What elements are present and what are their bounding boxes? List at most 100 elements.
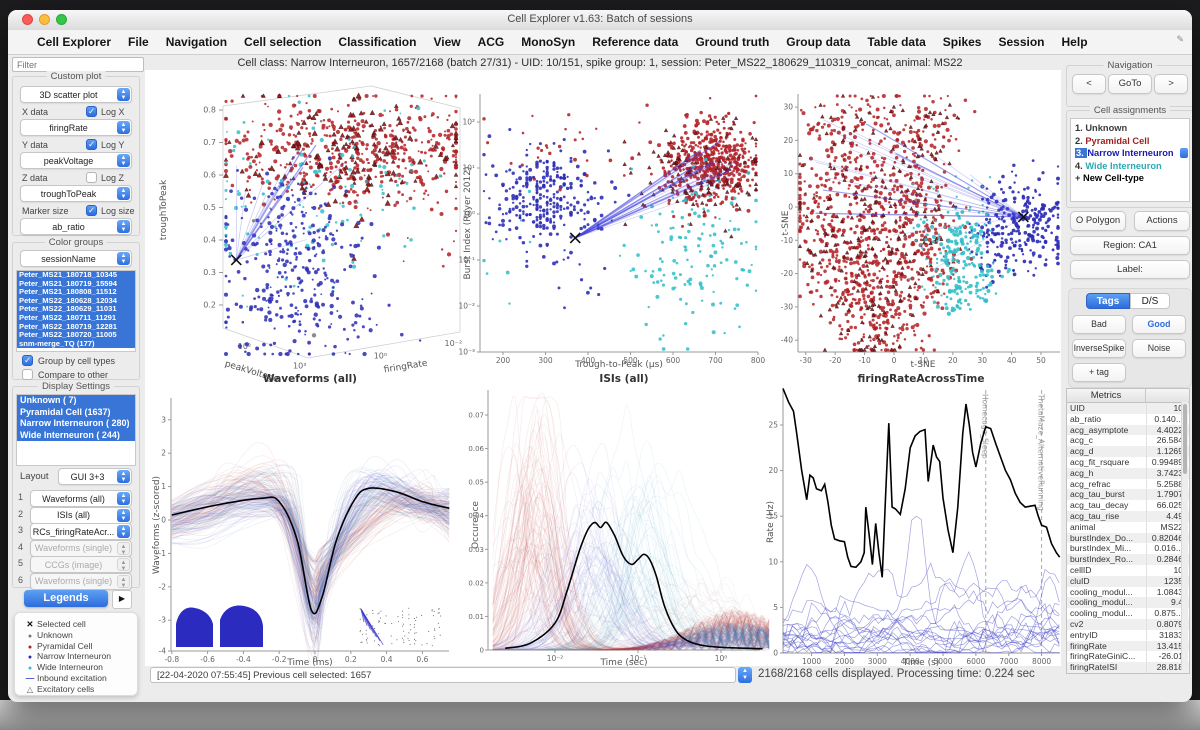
session-list[interactable]: Peter_MS21_180718_10345 Peter_MS21_180719… xyxy=(16,270,136,352)
cell-assignment-narrow-interneuron[interactable]: 3. Narrow Interneuron xyxy=(1075,148,1174,158)
color-groups-dropdown[interactable]: sessionName ▲ ▼ xyxy=(20,250,132,267)
metrics-row[interactable]: cooling_modul... 9.4 xyxy=(1067,597,1189,609)
session-list-item[interactable]: Peter_MS21_180719_15594 xyxy=(17,279,135,289)
goto-button[interactable]: GoTo xyxy=(1108,74,1152,94)
session-list-item[interactable]: Peter_MS21_180718_10345 xyxy=(17,271,135,280)
filter-input[interactable] xyxy=(12,57,144,72)
menu-item-acg[interactable]: ACG xyxy=(477,35,505,49)
plot-type-dropdown[interactable]: 3D scatter plot ▲ ▼ xyxy=(20,86,132,103)
menu-item-monosyn[interactable]: MonoSyn xyxy=(521,35,576,49)
metrics-row[interactable]: entryID 31833 xyxy=(1067,629,1189,641)
log-size-checkbox[interactable]: ✓ xyxy=(86,205,97,216)
legends-play-button[interactable]: ▶ xyxy=(112,590,132,609)
metrics-row[interactable]: cellID 10 xyxy=(1067,564,1189,576)
cell-type-list-item[interactable]: Pyramidal Cell (1637) xyxy=(17,406,135,418)
next-cell-button[interactable]: > xyxy=(1154,74,1188,94)
cell-type-list[interactable]: Unknown ( 7) Pyramidal Cell (1637) Narrow … xyxy=(16,394,136,466)
tab-ds[interactable]: D/S xyxy=(1130,293,1170,309)
session-list-item[interactable]: Peter_MS21_180808_11512 xyxy=(17,288,135,297)
menu-item-file[interactable]: File xyxy=(128,35,149,49)
plot-slot-3-dropdown[interactable]: RCs_firingRateAcr... ▲ ▼ xyxy=(30,523,132,540)
menu-overflow-icon[interactable]: ✎ xyxy=(1176,34,1184,44)
cell-type-list-item[interactable]: Unknown ( 7) xyxy=(17,395,135,407)
cell-assignment-unknown[interactable]: 1. Unknown xyxy=(1075,123,1127,133)
menu-item-view[interactable]: View xyxy=(433,35,461,49)
compare-to-other-checkbox[interactable] xyxy=(22,369,33,380)
metrics-row[interactable]: acg_fit_rsquare 0.99489 xyxy=(1067,456,1189,468)
cell-assignment-new-cell-type[interactable]: + New Cell-type xyxy=(1075,173,1144,183)
metrics-row[interactable]: acg_c 26.584 xyxy=(1067,435,1189,447)
metrics-row[interactable]: acg_tau_rise 4.49 xyxy=(1067,510,1189,522)
tag-button-noise[interactable]: Noise xyxy=(1132,339,1186,358)
metrics-row[interactable]: acg_tau_burst 1.7907 xyxy=(1067,489,1189,501)
plots-canvas[interactable]: 0.8 0.7 0.6 0.5 0.4 0.3 0.2 10² 10³ 10⁰ 10⁻² trough… xyxy=(145,70,1061,666)
plot-slot-2-dropdown[interactable]: ISIs (all) ▲ ▼ xyxy=(30,506,132,524)
legends-button[interactable]: Legends xyxy=(24,590,108,607)
metrics-row[interactable]: firingRate 13.415 xyxy=(1067,640,1189,652)
log-x-checkbox[interactable]: ✓ xyxy=(86,106,97,117)
metrics-row[interactable]: acg_tau_decay 66.025 xyxy=(1067,500,1189,511)
menu-item-help[interactable]: Help xyxy=(1061,35,1088,49)
metrics-row[interactable]: acg_d 1.1269 xyxy=(1067,446,1189,457)
menu-item-reference-data[interactable]: Reference data xyxy=(592,35,679,49)
session-list-item[interactable]: Peter_MS22_180628_12034 xyxy=(17,296,135,306)
metrics-row[interactable]: acg_refrac 5.2588 xyxy=(1067,478,1189,490)
tag-button-inversespike[interactable]: InverseSpike xyxy=(1072,339,1126,358)
metrics-row[interactable]: burstIndex_Mi... 0.016... xyxy=(1067,543,1189,555)
log-y-checkbox[interactable]: ✓ xyxy=(86,139,97,150)
metrics-row[interactable]: acg_h 3.7423 xyxy=(1067,467,1189,479)
metrics-row[interactable]: burstIndex_Do... 0.82046 xyxy=(1067,532,1189,544)
menu-item-cell-explorer[interactable]: Cell Explorer xyxy=(37,35,112,49)
menu-item-session[interactable]: Session xyxy=(998,35,1045,49)
x-data-dropdown[interactable]: firingRate ▲ ▼ xyxy=(20,119,132,136)
assignments-scroll-thumb[interactable] xyxy=(1180,148,1188,158)
metrics-row[interactable]: ab_ratio 0.140... xyxy=(1067,413,1189,425)
cell-assignment-pyramidal-cell[interactable]: 2. Pyramidal Cell xyxy=(1075,136,1149,146)
tag-button-tag[interactable]: + tag xyxy=(1072,363,1126,382)
plot-slot-1-dropdown[interactable]: Waveforms (all) ▲ ▼ xyxy=(30,490,132,507)
session-list-item[interactable]: snm-merge_TQ (177) xyxy=(17,339,135,349)
menu-item-table-data[interactable]: Table data xyxy=(867,35,926,49)
session-list-item[interactable]: Peter_MS22_180629_11031 xyxy=(17,305,135,314)
polygon-button[interactable]: O Polygon xyxy=(1070,211,1126,231)
menu-item-ground-truth[interactable]: Ground truth xyxy=(695,35,770,49)
tag-button-good[interactable]: Good xyxy=(1132,315,1186,334)
menu-item-spikes[interactable]: Spikes xyxy=(942,35,982,49)
metrics-scrollbar[interactable] xyxy=(1181,402,1188,670)
cell-type-list-item[interactable]: Narrow Interneuron ( 280) xyxy=(17,418,135,430)
metrics-row[interactable]: firingRateGiniC... -26.01 xyxy=(1067,651,1189,663)
log-z-checkbox[interactable] xyxy=(86,172,97,183)
metrics-row[interactable]: animal MS22 xyxy=(1067,521,1189,533)
metrics-scroll-thumb[interactable] xyxy=(1183,404,1187,474)
close-window-button[interactable] xyxy=(22,14,33,25)
label-button[interactable]: Label: xyxy=(1070,260,1190,279)
y-data-dropdown[interactable]: peakVoltage ▲ ▼ xyxy=(20,152,132,169)
metrics-row[interactable]: firingRateISI 28.818 xyxy=(1067,662,1189,673)
status-stepper[interactable]: ▲ ▼ xyxy=(738,667,752,683)
group-by-cell-types-checkbox[interactable]: ✓ xyxy=(22,355,33,366)
metrics-table[interactable]: Metrics UID 10 ab_ratio 0.140... acg_asympto… xyxy=(1066,388,1190,674)
previous-cell-button[interactable]: < xyxy=(1072,74,1106,94)
marker-size-dropdown[interactable]: ab_ratio ▲ ▼ xyxy=(20,218,132,235)
metrics-row[interactable]: cluID 1235 xyxy=(1067,575,1189,587)
metrics-row[interactable]: acg_asymptote 4.4022 xyxy=(1067,424,1189,436)
cell-type-list-item[interactable]: Wide Interneuron ( 244) xyxy=(17,429,135,441)
z-data-dropdown[interactable]: troughToPeak ▲ ▼ xyxy=(20,185,132,202)
zoom-window-button[interactable] xyxy=(56,14,67,25)
cell-assignments-list[interactable]: 1. Unknown 2. Pyramidal Cell 3. Narrow Int… xyxy=(1070,118,1190,202)
tag-button-bad[interactable]: Bad xyxy=(1072,315,1126,334)
session-list-item[interactable]: Peter_MS22_180711_11291 xyxy=(17,313,135,323)
minimize-window-button[interactable] xyxy=(39,14,50,25)
cell-assignment-wide-interneuron[interactable]: 4. Wide Interneuron xyxy=(1075,161,1162,171)
status-message-field[interactable]: [22-04-2020 07:55:45] Previous cell sele… xyxy=(150,667,736,683)
menu-item-group-data[interactable]: Group data xyxy=(786,35,851,49)
menu-item-navigation[interactable]: Navigation xyxy=(165,35,228,49)
metrics-row[interactable]: UID 10 xyxy=(1067,403,1189,414)
actions-button[interactable]: Actions xyxy=(1134,211,1190,231)
layout-dropdown[interactable]: GUI 3+3 ▲ ▼ xyxy=(58,468,132,485)
metrics-row[interactable]: burstIndex_Ro... 0.2846 xyxy=(1067,554,1189,565)
session-list-item[interactable]: Peter_MS22_180720_11005 xyxy=(17,331,135,340)
menu-item-cell-selection[interactable]: Cell selection xyxy=(244,35,322,49)
region-button[interactable]: Region: CA1 xyxy=(1070,236,1190,255)
metrics-row[interactable]: cooling_modul... 0.875... xyxy=(1067,608,1189,619)
